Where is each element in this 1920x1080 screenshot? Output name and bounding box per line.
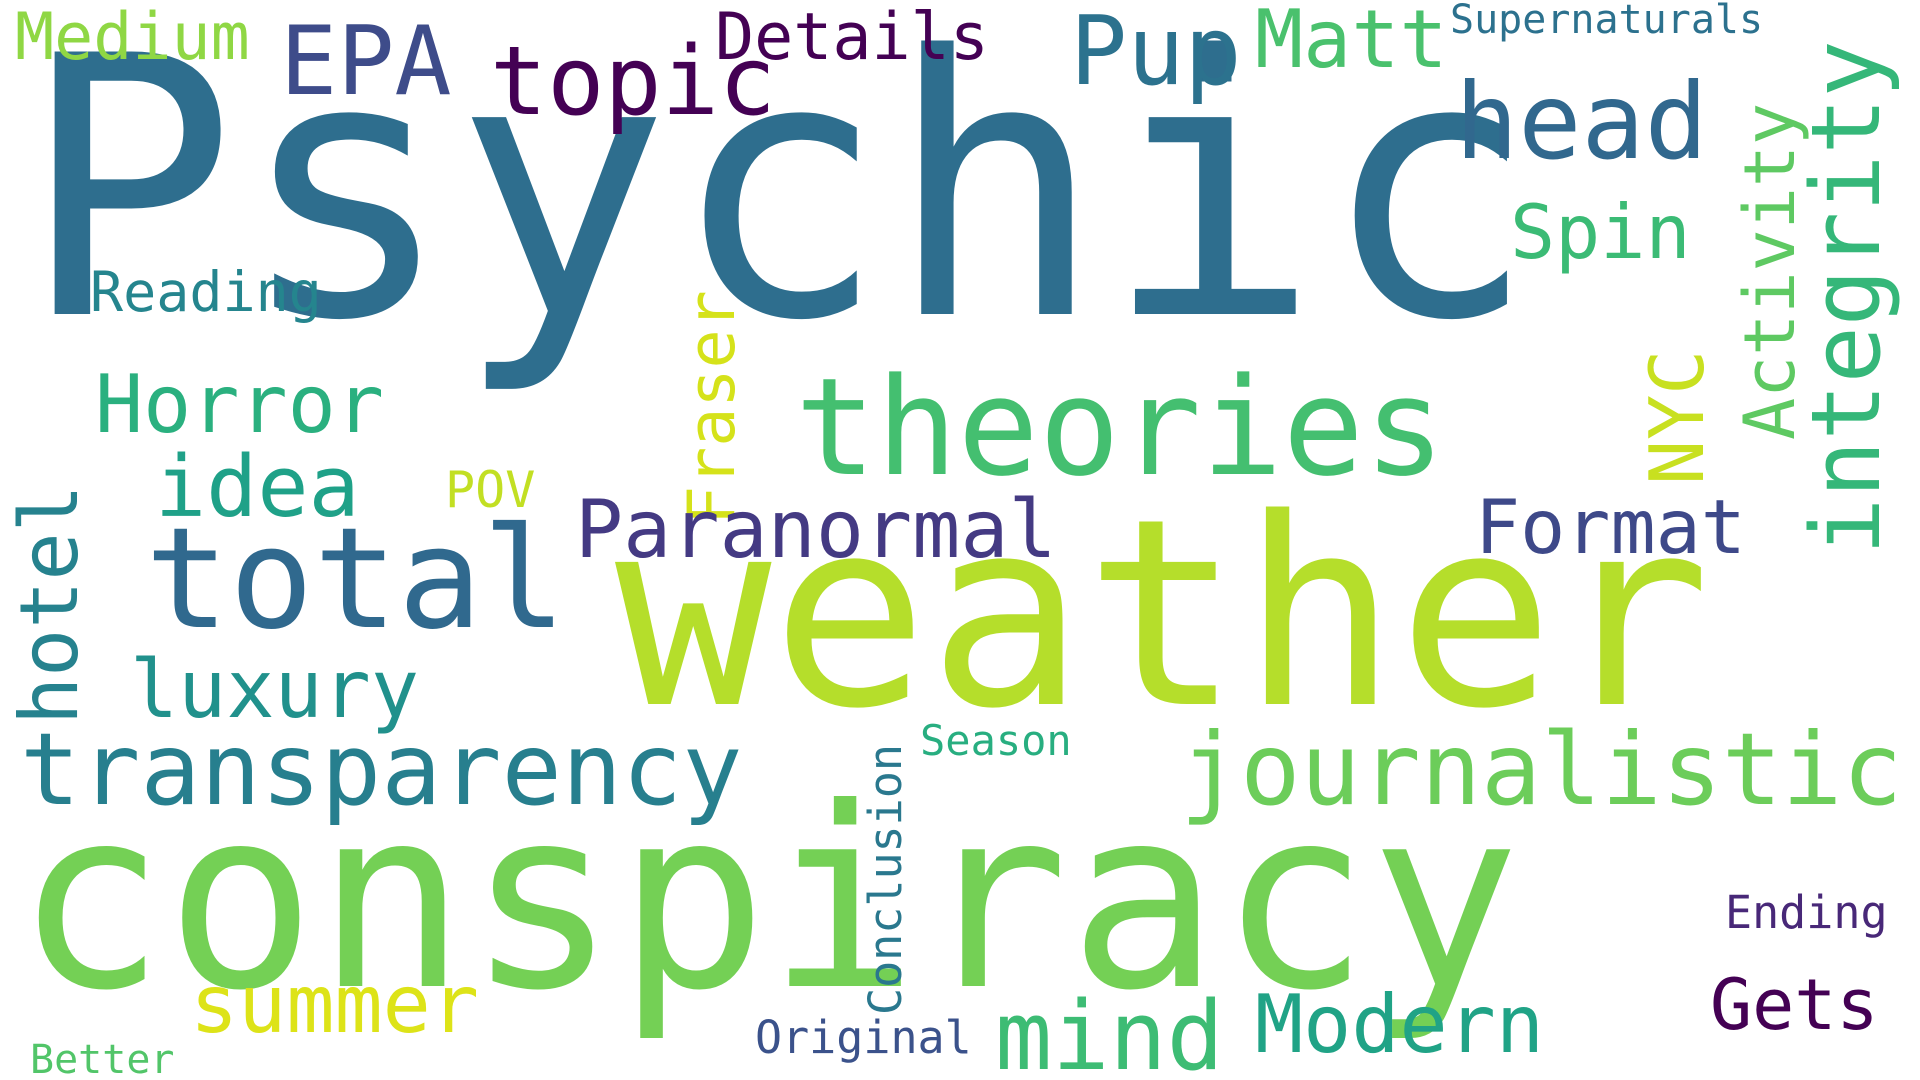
word-hotel: hotel: [3, 484, 96, 725]
word-conspiracy: conspiracy: [15, 754, 1521, 1045]
word-better: Better: [30, 1037, 175, 1080]
word-topic: topic: [490, 27, 776, 137]
word-theories: theories: [795, 349, 1446, 506]
word-supernaturals: Supernaturals: [1450, 0, 1764, 43]
word-details: Details: [715, 0, 989, 75]
word-total: total: [145, 498, 567, 661]
word-activity: Activity: [1729, 102, 1811, 440]
word-luxury: luxury: [130, 643, 419, 736]
word-epa: EPA: [280, 7, 452, 117]
word-original: Original: [755, 1011, 972, 1064]
word-mind: mind: [995, 982, 1224, 1080]
word-season: Season: [920, 716, 1072, 765]
word-gets: Gets: [1710, 964, 1879, 1046]
word-integrity: integrity: [1792, 40, 1902, 555]
word-journalistic: journalistic: [1180, 711, 1903, 828]
word-paranormal: Paranormal: [575, 483, 1057, 576]
word-nyc: NYC: [1633, 349, 1721, 485]
word-format: Format: [1475, 483, 1746, 571]
word-spin: Spin: [1510, 188, 1691, 276]
word-psychic: Psychic: [20, 0, 1538, 399]
word-conclusion: Conclusion: [859, 744, 912, 1015]
word-horror: Horror: [95, 358, 384, 451]
word-reading: Reading: [90, 260, 322, 324]
word-matt: Matt: [1255, 0, 1448, 86]
word-pov: POV: [445, 461, 536, 519]
word-weather: weather: [615, 464, 1711, 766]
word-transparency: transparency: [20, 711, 743, 828]
word-head: head: [1455, 61, 1708, 183]
word-pup: Pup: [1070, 0, 1242, 107]
word-medium: Medium: [15, 0, 250, 75]
word-idea: idea: [155, 438, 360, 537]
word-modern: Modern: [1255, 978, 1544, 1071]
word-ending: Ending: [1725, 886, 1888, 939]
word-summer: summer: [190, 958, 479, 1051]
